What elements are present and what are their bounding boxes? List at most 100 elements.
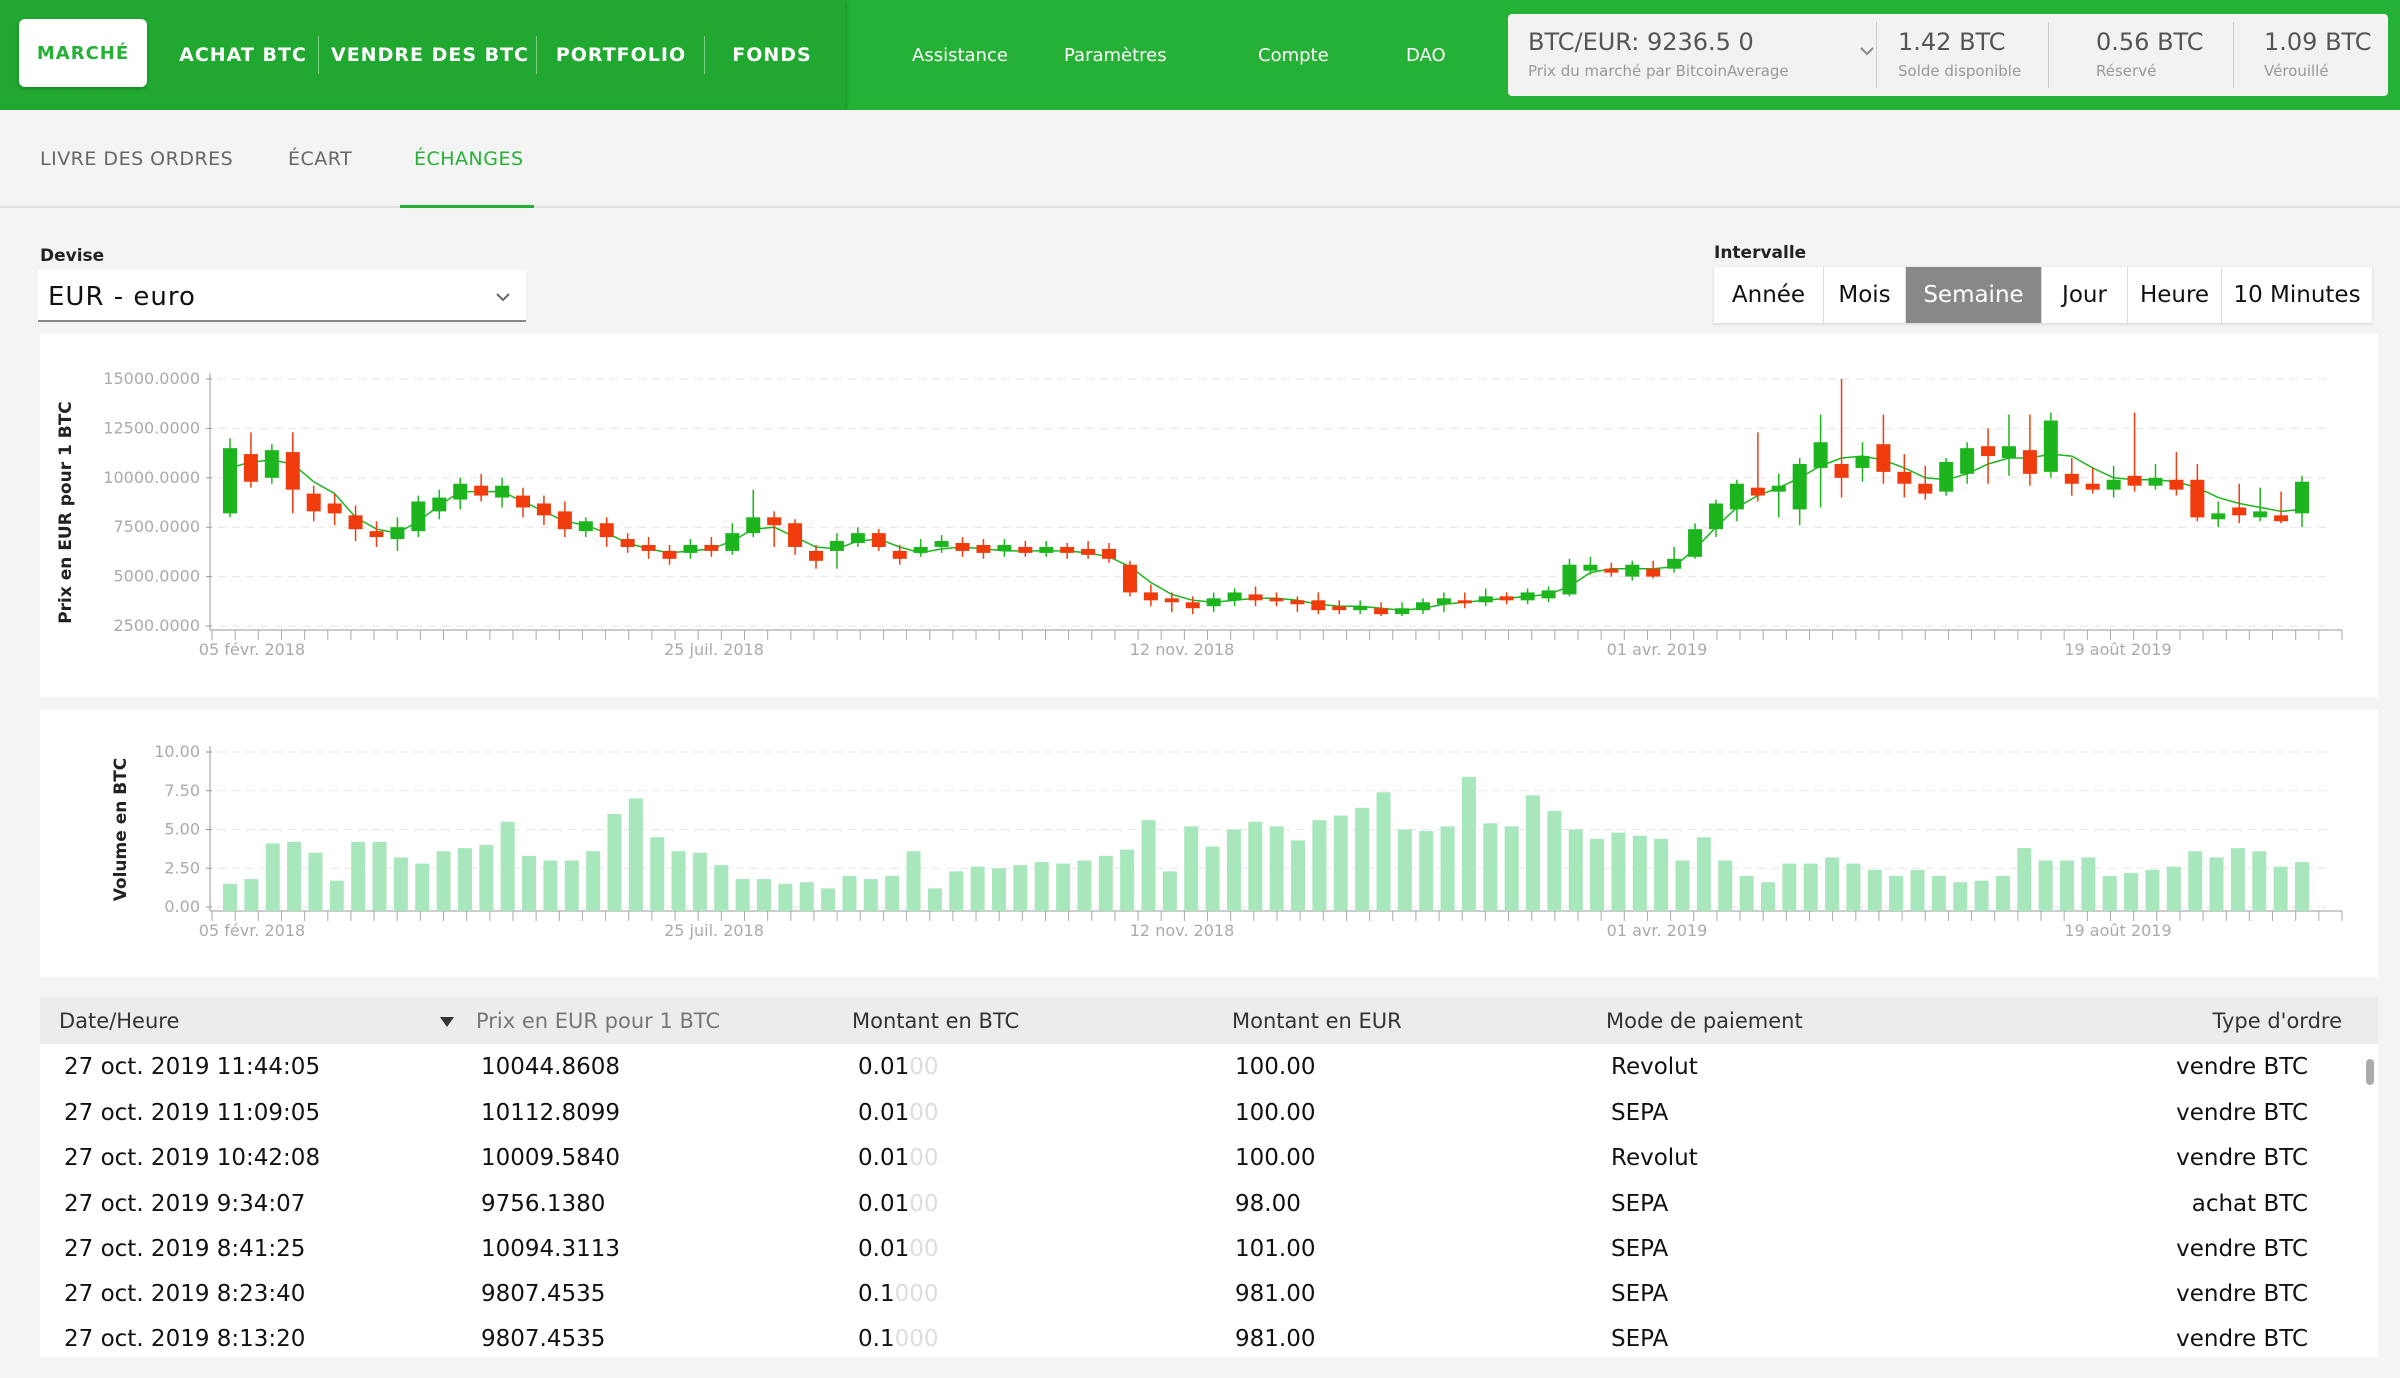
table-scrollbar[interactable]	[2366, 1059, 2374, 1085]
col-type[interactable]: Type d'ordre	[2212, 1008, 2342, 1033]
x-tick-label: 19 août 2019	[2064, 640, 2171, 659]
volume-bar	[500, 821, 515, 911]
cell-method: Revolut	[1611, 1144, 1698, 1171]
table-row[interactable]: 27 oct. 2019 11:09:05 10112.8099 0.01 00 100…	[40, 1090, 2378, 1135]
candle-body	[662, 550, 677, 559]
volume-bar	[2295, 862, 2309, 911]
market-price-selector[interactable]: BTC/EUR: 9236.5 0 Prix du marché par Bit…	[1528, 14, 1878, 96]
candle-body	[1499, 596, 1514, 601]
volume-bar	[2145, 869, 2160, 911]
volume-bar	[757, 879, 772, 911]
volume-bar	[2060, 860, 2075, 911]
table-row[interactable]: 27 oct. 2019 11:44:05 10044.8608 0.01 00 100…	[40, 1044, 2378, 1089]
table-row[interactable]: 27 oct. 2019 8:23:40 9807.4535 0.1 000 981.0…	[40, 1271, 2378, 1316]
table-row[interactable]: 27 oct. 2019 8:13:20 9807.4535 0.1 000 981.0…	[40, 1316, 2378, 1357]
candle-body	[2127, 475, 2142, 486]
volume-bar	[2124, 872, 2139, 911]
y-tick-label: 10000.0000	[103, 468, 200, 487]
candle-body	[1395, 608, 1410, 615]
col-price[interactable]: Prix en EUR pour 1 BTC	[476, 1008, 721, 1033]
nav-vendre-btc[interactable]: VENDRE DES BTC	[330, 44, 530, 66]
interval-heure[interactable]: Heure	[2128, 267, 2222, 323]
tab-echanges[interactable]: ÉCHANGES	[414, 148, 524, 170]
candle-body	[1855, 456, 1870, 468]
candle-body	[223, 448, 237, 514]
cell-date: 27 oct. 2019 8:41:25	[64, 1235, 306, 1262]
table-header: Date/Heure Prix en EUR pour 1 BTC Montan…	[40, 997, 2378, 1044]
interval-mois[interactable]: Mois	[1824, 267, 1906, 323]
cell-type: vendre BTC	[2176, 1099, 2308, 1126]
volume-bar	[2081, 857, 2096, 911]
table-row[interactable]: 27 oct. 2019 8:41:25 10094.3113 0.01 00 101.…	[40, 1226, 2378, 1271]
candle-body	[1750, 487, 1765, 496]
chevron-down-icon	[1860, 47, 1874, 56]
table-row[interactable]: 27 oct. 2019 9:34:07 9756.1380 0.01 00 98.00…	[40, 1181, 2378, 1226]
volume-bar	[1205, 846, 1220, 911]
candle-body	[369, 531, 384, 538]
x-tick-label: 25 juil. 2018	[664, 921, 764, 940]
volume-bar	[1590, 838, 1605, 911]
interval-annee[interactable]: Année	[1714, 267, 1824, 323]
nav-dao[interactable]: DAO	[1406, 44, 1446, 66]
candle-body	[2148, 477, 2163, 486]
cell-eur: 101.00	[1235, 1235, 1316, 1262]
col-btc[interactable]: Montant en BTC	[852, 1008, 1020, 1033]
nav-marche[interactable]: MARCHÉ	[19, 19, 147, 87]
cell-date: 27 oct. 2019 8:23:40	[64, 1280, 306, 1307]
x-tick-label: 05 févr. 2018	[199, 640, 305, 659]
nav-fonds[interactable]: FONDS	[732, 44, 812, 66]
candle-body	[1520, 592, 1535, 601]
cell-method: SEPA	[1611, 1325, 1669, 1352]
candle-body	[557, 511, 572, 530]
y-tick-label: 7.50	[164, 781, 200, 800]
tab-ecart[interactable]: ÉCART	[288, 148, 353, 170]
volume-bar	[1056, 863, 1071, 911]
col-date[interactable]: Date/Heure	[59, 1008, 180, 1033]
nav-parametres[interactable]: Paramètres	[1064, 44, 1167, 66]
candle-body	[411, 501, 426, 532]
nav-achat-btc[interactable]: ACHAT BTC	[179, 44, 307, 66]
candle-body	[2253, 511, 2268, 518]
volume-bar	[1760, 882, 1775, 911]
candle-body	[767, 517, 782, 526]
interval-jour[interactable]: Jour	[2042, 267, 2128, 323]
active-tab-indicator	[400, 205, 534, 208]
volume-bar	[1547, 810, 1562, 911]
candle-body	[453, 483, 468, 500]
table-row[interactable]: 27 oct. 2019 10:42:08 10009.5840 0.01 00 100…	[40, 1135, 2378, 1180]
volume-bar	[586, 851, 601, 911]
volume-bar	[1162, 871, 1177, 911]
volume-bar	[1675, 860, 1690, 911]
sort-down-icon[interactable]	[438, 1015, 456, 1029]
nav-compte[interactable]: Compte	[1258, 44, 1329, 66]
cell-btc: 0.01 00	[858, 1181, 939, 1226]
volume-bar	[2209, 857, 2224, 911]
cell-method: SEPA	[1611, 1099, 1669, 1126]
interval-10-minutes[interactable]: 10 Minutes	[2233, 282, 2361, 308]
currency-select[interactable]: EUR - euro	[38, 270, 526, 322]
interval-semaine[interactable]: Semaine	[1906, 267, 2042, 323]
tab-livre-des-ordres[interactable]: LIVRE DES ORDRES	[40, 148, 234, 170]
nav-portfolio[interactable]: PORTFOLIO	[555, 44, 687, 66]
volume-bar	[1995, 876, 2010, 911]
cell-price: 9807.4535	[481, 1325, 606, 1352]
main-menu: MARCHÉ ACHAT BTC VENDRE DES BTC PORTFOLI…	[0, 0, 845, 110]
cell-date: 27 oct. 2019 9:34:07	[64, 1190, 306, 1217]
volume-bar	[1269, 826, 1284, 911]
price-chart-panel: 15000.0000 12500.0000 10000.0000 7500.0000 5…	[40, 334, 2378, 697]
candle-body	[536, 503, 551, 516]
candle-body	[1415, 602, 1430, 611]
candle-body	[2064, 473, 2079, 484]
cell-btc: 0.1 000	[858, 1316, 938, 1357]
candle-body	[285, 452, 300, 490]
volume-bar	[863, 879, 878, 911]
nav-assistance[interactable]: Assistance	[912, 44, 1008, 66]
col-method[interactable]: Mode de paiement	[1606, 1008, 1803, 1033]
interval-selector: Année Mois Semaine Jour Heure 10 Minutes	[1714, 267, 2372, 323]
candle-body	[1206, 598, 1221, 607]
volume-bar	[714, 865, 729, 911]
col-eur[interactable]: Montant en EUR	[1232, 1008, 1402, 1033]
candle-body	[997, 544, 1012, 551]
interval-label: Intervalle	[1714, 243, 1807, 263]
candle-body	[704, 544, 719, 551]
